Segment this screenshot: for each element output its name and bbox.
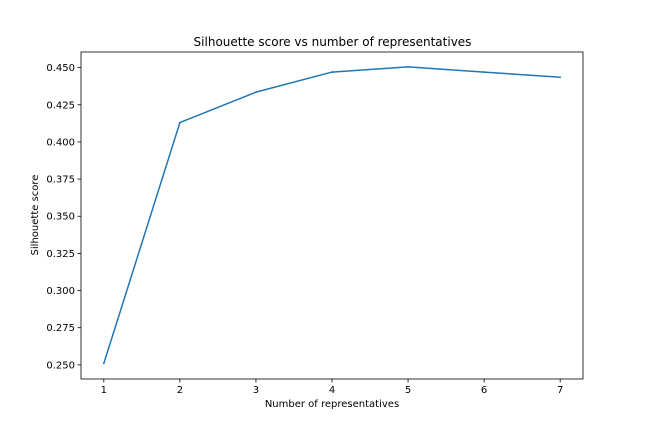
y-tick-label: 0.450 bbox=[46, 63, 75, 74]
y-tick-label: 0.325 bbox=[46, 249, 75, 260]
data-point bbox=[102, 362, 105, 365]
data-point bbox=[178, 121, 181, 124]
chart-title: Silhouette score vs number of representa… bbox=[194, 35, 472, 49]
y-axis-label: Silhouette score bbox=[30, 175, 41, 256]
x-tick-label: 6 bbox=[481, 385, 487, 396]
data-point bbox=[255, 91, 257, 94]
y-tick-label: 0.300 bbox=[46, 286, 75, 297]
y-tick-label: 0.250 bbox=[46, 360, 75, 371]
x-tick-label: 2 bbox=[177, 385, 183, 396]
data-point bbox=[559, 76, 562, 79]
y-tick-label: 0.375 bbox=[46, 175, 75, 186]
y-tick-label: 0.400 bbox=[46, 137, 75, 148]
data-point bbox=[407, 65, 409, 68]
y-axis-ticks: 0.250 0.275 0.300 0.325 0.350 0.375 0.400 0.425… bbox=[46, 63, 81, 371]
data-point bbox=[483, 71, 486, 73]
data-point bbox=[331, 71, 333, 73]
x-axis-label: Number of representatives bbox=[265, 399, 399, 410]
x-tick-label: 7 bbox=[557, 385, 563, 396]
x-tick-label: 4 bbox=[329, 385, 335, 396]
x-tick-label: 5 bbox=[405, 385, 411, 396]
x-tick-label: 3 bbox=[253, 385, 259, 396]
x-axis-ticks: 1 2 3 4 5 6 7 bbox=[101, 379, 563, 396]
x-tick-label: 1 bbox=[101, 385, 107, 396]
y-tick-label: 0.425 bbox=[46, 100, 75, 111]
y-tick-label: 0.350 bbox=[46, 212, 75, 223]
y-tick-label: 0.275 bbox=[46, 323, 75, 334]
series-layer bbox=[102, 65, 562, 365]
